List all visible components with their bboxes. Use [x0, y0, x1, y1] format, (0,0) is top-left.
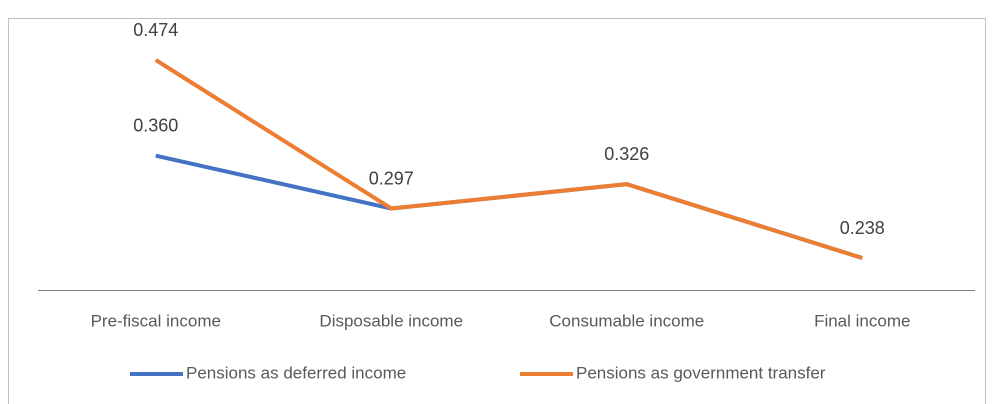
- legend-label: Pensions as government transfer: [576, 363, 826, 382]
- data-label: 0.360: [133, 115, 178, 135]
- x-tick-label: Final income: [814, 311, 910, 330]
- data-label: 0.238: [840, 218, 885, 238]
- chart-frame: [8, 18, 986, 404]
- data-label: 0.474: [133, 20, 178, 40]
- data-label: 0.326: [604, 144, 649, 164]
- series-line: [154, 58, 863, 260]
- data-label: 0.297: [369, 168, 414, 188]
- x-tick-label: Consumable income: [549, 311, 704, 330]
- legend-label: Pensions as deferred income: [186, 363, 406, 382]
- x-tick-label: Disposable income: [319, 311, 463, 330]
- x-tick-label: Pre-fiscal income: [91, 311, 221, 330]
- series-line: [155, 153, 863, 260]
